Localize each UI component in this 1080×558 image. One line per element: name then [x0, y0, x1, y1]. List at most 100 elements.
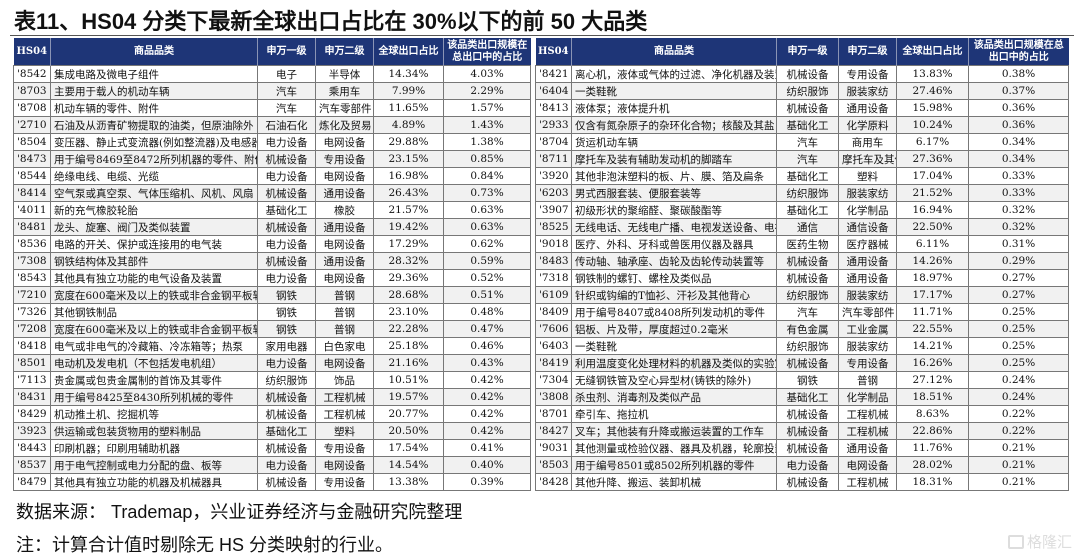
cell-product-category: 用于电气控制或电力分配的盘、板等 [50, 456, 258, 474]
table-row: '8428 其他升降、搬运、装卸机械 机械设备 工程机械 18.31% 0.21% [535, 473, 1069, 491]
table-row: '8503 用于编号8501或8502所列机器的零件 电力设备 电网设备 28.02% 0… [535, 456, 1069, 474]
cell-global-export-share: 28.32% [373, 252, 444, 270]
cell-export-scale-share: 0.63% [443, 218, 531, 236]
cell-sw-level1: 纺织服饰 [257, 371, 316, 389]
table-row: '8429 机动推土机、挖掘机等 机械设备 工程机械 20.77% 0.42% [13, 405, 531, 423]
table-row: '8481 龙头、旋塞、阀门及类似装置 机械设备 通用设备 19.42% 0.63% [13, 218, 531, 236]
cell-sw-level2: 电网设备 [838, 456, 897, 474]
table-row: '3923 供运输或包装货物用的塑料制品 基础化工 塑料 20.50% 0.42% [13, 422, 531, 440]
cell-sw-level2: 电网设备 [315, 167, 374, 185]
column-header-sw-level2: 申万二级 [838, 38, 897, 66]
cell-export-scale-share: 0.62% [443, 235, 531, 253]
cell-hs-code: '8544 [13, 167, 51, 185]
cell-hs-code: '8711 [535, 150, 572, 168]
cell-product-category: 机动车辆的零件、附件 [50, 99, 258, 117]
cell-hs-code: '3808 [535, 388, 572, 406]
cell-hs-code: '8429 [13, 405, 51, 423]
table-row: '8479 其他具有独立功能的机器及机械器具 机械设备 专用设备 13.38% 0.39% [13, 473, 531, 491]
data-table-left: HS04 商品品类 申万一级 申万二级 全球出口占比 该品类出口规模在总出口中的占比 '8… [13, 38, 531, 491]
cell-export-scale-share: 2.29% [443, 82, 531, 100]
table-row: '3808 杀虫剂、消毒剂及类似产品 基础化工 化学制品 18.51% 0.24% [535, 388, 1069, 406]
cell-hs-code: '8537 [13, 456, 51, 474]
cell-sw-level2: 化学制品 [838, 388, 897, 406]
cell-export-scale-share: 0.38% [968, 65, 1069, 83]
table-row: '7208 宽度在600毫米及以上的铁或非合金钢平板轧材 钢铁 普钢 22.28% 0.4… [13, 320, 531, 338]
cell-product-category: 铝板、片及带，厚度超过0.2毫米 [571, 320, 777, 338]
watermark: 格隆汇 [1007, 531, 1072, 552]
cell-global-export-share: 21.16% [373, 354, 444, 372]
cell-sw-level1: 机械设备 [257, 218, 316, 236]
cell-global-export-share: 14.34% [373, 65, 444, 83]
cell-sw-level1: 纺织服饰 [776, 286, 839, 304]
table-row: '8711摩托车及装有辅助发动机的脚踏车汽车摩托车及其他27.36%0.34% [535, 150, 1069, 168]
cell-product-category: 男式西服套装、便服套装等 [571, 184, 777, 202]
cell-sw-level2: 工程机械 [315, 388, 374, 406]
cell-sw-level1: 机械设备 [776, 252, 839, 270]
cell-sw-level2: 专用设备 [315, 150, 374, 168]
table-row: '6203 男式西服套装、便服套装等 纺织服饰 服装家纺 21.52% 0.33% [535, 184, 1069, 202]
cell-export-scale-share: 0.34% [968, 150, 1069, 168]
cell-product-category: 宽度在600毫米及以上的铁或非合金钢平板轧材 [50, 320, 258, 338]
cell-sw-level2: 通用设备 [315, 184, 374, 202]
cell-sw-level1: 电力设备 [257, 456, 316, 474]
cell-export-scale-share: 0.22% [968, 405, 1069, 423]
cell-hs-code: '6404 [535, 82, 572, 100]
table-row: '8421 离心机，液体或气体的过滤、净化机器及装置 机械设备 专用设备 13.83% 0… [535, 65, 1069, 83]
cell-hs-code: '8503 [535, 456, 572, 474]
cell-export-scale-share: 0.42% [443, 422, 531, 440]
cell-sw-level2: 普钢 [315, 286, 374, 304]
cell-hs-code: '8483 [535, 252, 572, 270]
cell-sw-level1: 电力设备 [257, 269, 316, 287]
watermark-logo-icon [1007, 534, 1024, 549]
cell-global-export-share: 22.28% [373, 320, 444, 338]
cell-sw-level2: 服装家纺 [838, 184, 897, 202]
cell-export-scale-share: 0.46% [443, 337, 531, 355]
cell-hs-code: '8536 [13, 235, 51, 253]
cell-hs-code: '2710 [13, 116, 51, 134]
cell-product-category: 用于编号8425至8430所列机械的零件 [50, 388, 258, 406]
cell-sw-level2: 橡胶 [315, 201, 374, 219]
cell-product-category: 集成电路及微电子组件 [50, 65, 258, 83]
cell-sw-level1: 机械设备 [776, 439, 839, 457]
cell-hs-code: '8414 [13, 184, 51, 202]
cell-export-scale-share: 0.47% [443, 320, 531, 338]
cell-global-export-share: 20.50% [373, 422, 444, 440]
cell-sw-level1: 基础化工 [257, 201, 316, 219]
cell-export-scale-share: 0.31% [968, 235, 1069, 253]
cell-sw-level2: 塑料 [838, 167, 897, 185]
cell-sw-level1: 机械设备 [257, 184, 316, 202]
cell-hs-code: '8501 [13, 354, 51, 372]
cell-sw-level1: 机械设备 [257, 252, 316, 270]
table-header-row: HS04 商品品类 申万一级 申万二级 全球出口占比 该品类出口规模在总出口中的占比 [535, 38, 1069, 66]
cell-product-category: 传动轴、轴承座、齿轮及齿轮传动装置等 [571, 252, 777, 270]
cell-export-scale-share: 0.32% [968, 201, 1069, 219]
column-header-export-scale-share: 该品类出口规模在总出口中的占比 [968, 38, 1069, 66]
cell-sw-level2: 半导体 [315, 65, 374, 83]
column-header-global-export-share: 全球出口占比 [373, 38, 444, 66]
cell-sw-level1: 机械设备 [257, 150, 316, 168]
cell-export-scale-share: 0.33% [968, 184, 1069, 202]
cell-hs-code: '3923 [13, 422, 51, 440]
cell-sw-level2: 医疗器械 [838, 235, 897, 253]
table-row: '8701 牵引车、拖拉机 机械设备 工程机械 8.63% 0.22% [535, 405, 1069, 423]
footnote: 注：计算合计值时剔除无 HS 分类映射的行业。 [16, 535, 394, 555]
cell-global-export-share: 17.04% [896, 167, 969, 185]
column-header-product-category: 商品品类 [571, 38, 777, 66]
cell-sw-level2: 摩托车及其他 [838, 150, 897, 168]
watermark-text: 格隆汇 [1026, 533, 1072, 551]
cell-global-export-share: 13.83% [896, 65, 969, 83]
table-row: '6403 一类鞋靴 纺织服饰 服装家纺 14.21% 0.25% [535, 337, 1069, 355]
cell-global-export-share: 14.26% [896, 252, 969, 270]
cell-global-export-share: 11.71% [896, 303, 969, 321]
cell-sw-level1: 机械设备 [776, 405, 839, 423]
cell-sw-level2: 电网设备 [315, 456, 374, 474]
cell-hs-code: '8479 [13, 473, 51, 491]
table-row: '8443 印刷机器；印刷用辅助机器 机械设备 专用设备 17.54% 0.41% [13, 439, 531, 457]
cell-product-category: 利用温度变化处理材料的机器及类似的实验室设备 [571, 354, 777, 372]
table-row: '8703 主要用于载人的机动车辆 汽车 乘用车 7.99% 2.29% [13, 82, 531, 100]
cell-sw-level1: 石油石化 [257, 116, 316, 134]
table-header-row: HS04 商品品类 申万一级 申万二级 全球出口占比 该品类出口规模在总出口中的占比 [13, 38, 531, 66]
cell-product-category: 空气泵或真空泵、气体压缩机、风机、风扇 [50, 184, 258, 202]
cell-global-export-share: 27.12% [896, 371, 969, 389]
cell-sw-level1: 汽车 [776, 150, 839, 168]
